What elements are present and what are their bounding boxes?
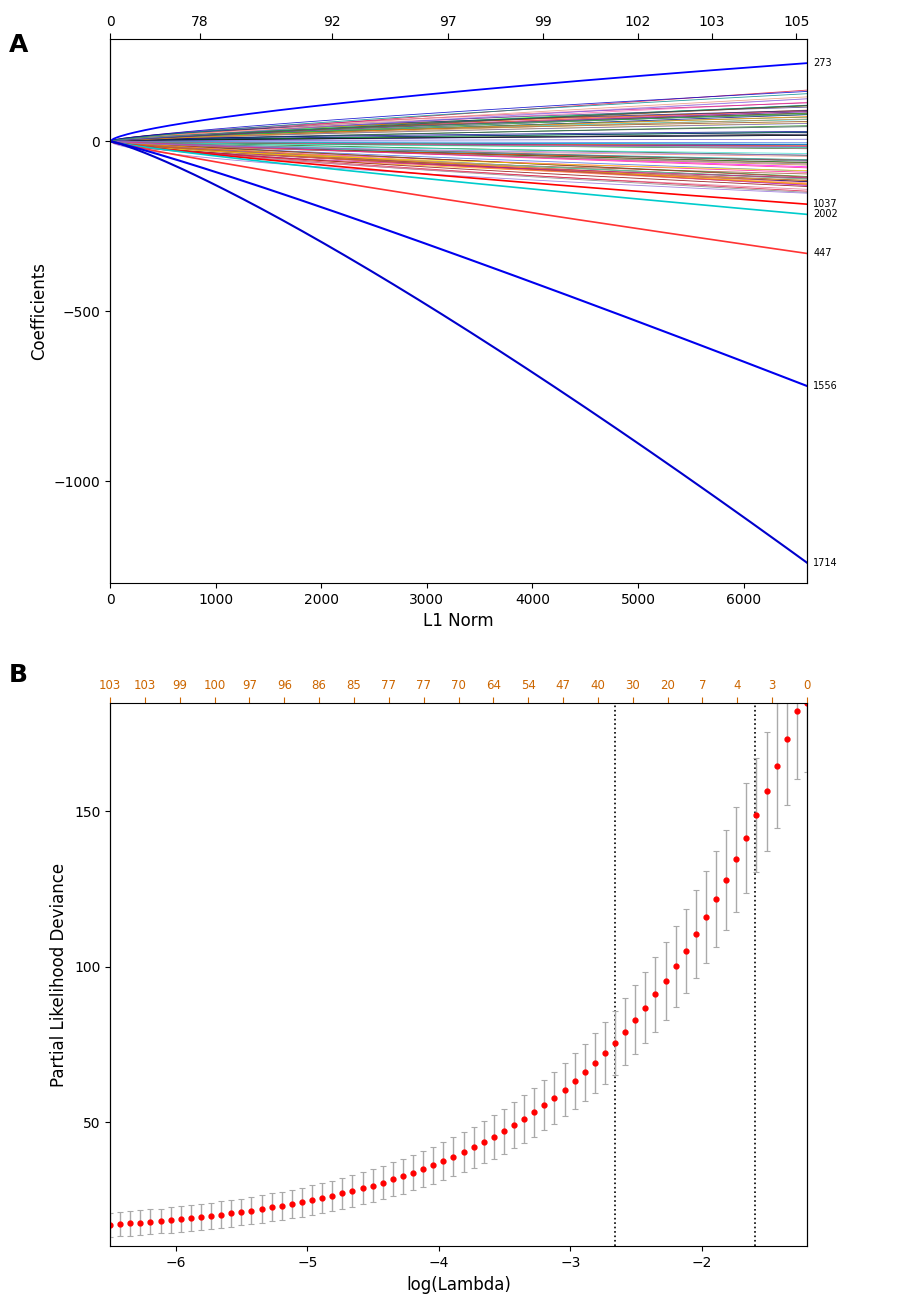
Text: 2002: 2002	[813, 210, 838, 219]
X-axis label: L1 Norm: L1 Norm	[423, 613, 494, 630]
Text: 447: 447	[813, 248, 832, 258]
Text: B: B	[9, 663, 28, 686]
Text: 273: 273	[813, 58, 832, 68]
Text: A: A	[9, 33, 28, 56]
Y-axis label: Partial Likelihood Deviance: Partial Likelihood Deviance	[50, 862, 69, 1086]
Text: 1714: 1714	[813, 558, 838, 568]
Y-axis label: Coefficients: Coefficients	[30, 262, 48, 361]
Text: 1037: 1037	[813, 199, 838, 209]
Text: 1556: 1556	[813, 380, 838, 391]
X-axis label: log(Lambda): log(Lambda)	[406, 1275, 511, 1294]
